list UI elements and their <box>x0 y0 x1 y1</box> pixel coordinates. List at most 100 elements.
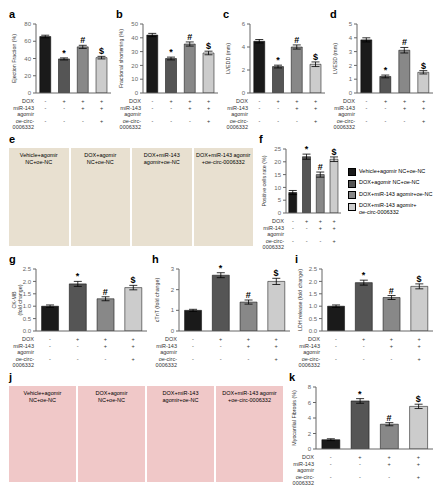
svg-text:+: + <box>362 336 365 342</box>
svg-text:*: * <box>76 271 80 281</box>
svg-text:+: + <box>417 461 420 467</box>
svg-text:oe-circ-: oe-circ- <box>230 118 249 124</box>
svg-text:+: + <box>132 356 135 362</box>
svg-text:agomir: agomir <box>160 349 177 355</box>
svg-text:Fractional shortening (%): Fractional shortening (%) <box>118 29 124 88</box>
svg-text:LVEDD (mm): LVEDD (mm) <box>225 43 231 74</box>
svg-text:agomir: agomir <box>124 111 141 117</box>
svg-text:-: - <box>258 105 260 111</box>
svg-text:$: $ <box>421 61 426 71</box>
svg-text:-: - <box>63 118 65 124</box>
svg-text:0.0: 0.0 <box>309 328 318 334</box>
svg-text:1: 1 <box>349 76 353 82</box>
svg-text:+: + <box>418 356 421 362</box>
svg-text:oe-circ-: oe-circ- <box>296 474 315 480</box>
svg-text:6: 6 <box>242 21 246 27</box>
svg-text:-: - <box>292 238 294 244</box>
svg-text:*: * <box>276 55 280 65</box>
svg-text:DOX: DOX <box>129 98 141 104</box>
svg-text:-: - <box>335 336 337 342</box>
svg-text:-: - <box>385 105 387 111</box>
svg-text:miR-143: miR-143 <box>293 461 314 467</box>
svg-text:+: + <box>247 336 250 342</box>
svg-text:2: 2 <box>308 431 312 437</box>
svg-text:40: 40 <box>24 56 31 62</box>
svg-text:+: + <box>295 98 298 104</box>
svg-text:#: # <box>103 287 108 297</box>
svg-text:agomir: agomir <box>338 111 355 117</box>
svg-text:+: + <box>295 105 298 111</box>
svg-text:-: - <box>335 356 337 362</box>
svg-text:60: 60 <box>24 38 31 44</box>
svg-text:10: 10 <box>274 185 281 191</box>
svg-text:agomir: agomir <box>17 349 34 355</box>
svg-text:oe-circ-: oe-circ- <box>16 356 35 362</box>
svg-text:80: 80 <box>24 21 31 27</box>
svg-text:-: - <box>220 356 222 362</box>
svg-text:+: + <box>247 343 250 349</box>
svg-text:4: 4 <box>308 415 312 421</box>
svg-text:+: + <box>219 336 222 342</box>
svg-text:Myocardial Fibrosis (%): Myocardial Fibrosis (%) <box>291 390 297 446</box>
svg-text:+: + <box>358 454 361 460</box>
svg-text:-: - <box>335 343 337 349</box>
svg-text:#: # <box>187 32 192 42</box>
svg-text:-: - <box>49 343 51 349</box>
svg-text:-: - <box>63 105 65 111</box>
svg-text:5: 5 <box>349 21 353 27</box>
svg-text:$: $ <box>332 147 337 157</box>
svg-text:-: - <box>330 454 332 460</box>
svg-text:+: + <box>132 343 135 349</box>
svg-text:+: + <box>333 238 336 244</box>
svg-text:+: + <box>417 474 420 480</box>
svg-text:+: + <box>188 105 191 111</box>
svg-text:-: - <box>49 336 51 342</box>
svg-text:-: - <box>82 118 84 124</box>
svg-text:(fold change): (fold change) <box>17 284 23 315</box>
svg-text:+: + <box>390 336 393 342</box>
svg-text:miR-143: miR-143 <box>227 105 248 111</box>
svg-text:2.5: 2.5 <box>309 266 318 272</box>
svg-text:*: * <box>358 389 362 399</box>
svg-text:oe-circ-: oe-circ- <box>337 118 356 124</box>
svg-text:-: - <box>192 356 194 362</box>
svg-text:#: # <box>387 413 392 423</box>
svg-text:0: 0 <box>242 90 246 96</box>
svg-text:-: - <box>390 356 392 362</box>
svg-text:6: 6 <box>308 400 312 406</box>
svg-text:-: - <box>277 118 279 124</box>
svg-text:0006332: 0006332 <box>263 244 284 250</box>
svg-text:25: 25 <box>274 146 281 152</box>
svg-text:-: - <box>192 336 194 342</box>
svg-text:+: + <box>384 98 387 104</box>
svg-text:50: 50 <box>131 21 138 27</box>
svg-text:-: - <box>44 105 46 111</box>
svg-text:+: + <box>104 343 107 349</box>
svg-text:+: + <box>81 105 84 111</box>
svg-text:-: - <box>363 343 365 349</box>
svg-text:-: - <box>306 238 308 244</box>
svg-text:0: 0 <box>278 210 282 216</box>
svg-text:1.5: 1.5 <box>23 291 32 297</box>
svg-text:DOX: DOX <box>302 454 314 460</box>
svg-text:3: 3 <box>171 266 175 272</box>
svg-text:+: + <box>422 118 425 124</box>
svg-text:-: - <box>292 218 294 224</box>
svg-text:DOX: DOX <box>308 336 320 342</box>
svg-text:+: + <box>388 454 391 460</box>
svg-text:-: - <box>258 118 260 124</box>
svg-text:miR-143: miR-143 <box>13 105 34 111</box>
svg-text:miR-143: miR-143 <box>13 343 34 349</box>
svg-text:2.0: 2.0 <box>309 279 318 285</box>
svg-text:4: 4 <box>242 44 246 50</box>
svg-text:-: - <box>385 118 387 124</box>
svg-text:8: 8 <box>308 384 312 390</box>
svg-text:+: + <box>188 98 191 104</box>
svg-text:+: + <box>275 343 278 349</box>
svg-text:-: - <box>363 356 365 362</box>
svg-text:1.5: 1.5 <box>309 291 318 297</box>
svg-text:+: + <box>132 336 135 342</box>
svg-text:-: - <box>306 225 308 231</box>
svg-text:+: + <box>100 105 103 111</box>
svg-text:oe-circ-: oe-circ- <box>16 118 35 124</box>
